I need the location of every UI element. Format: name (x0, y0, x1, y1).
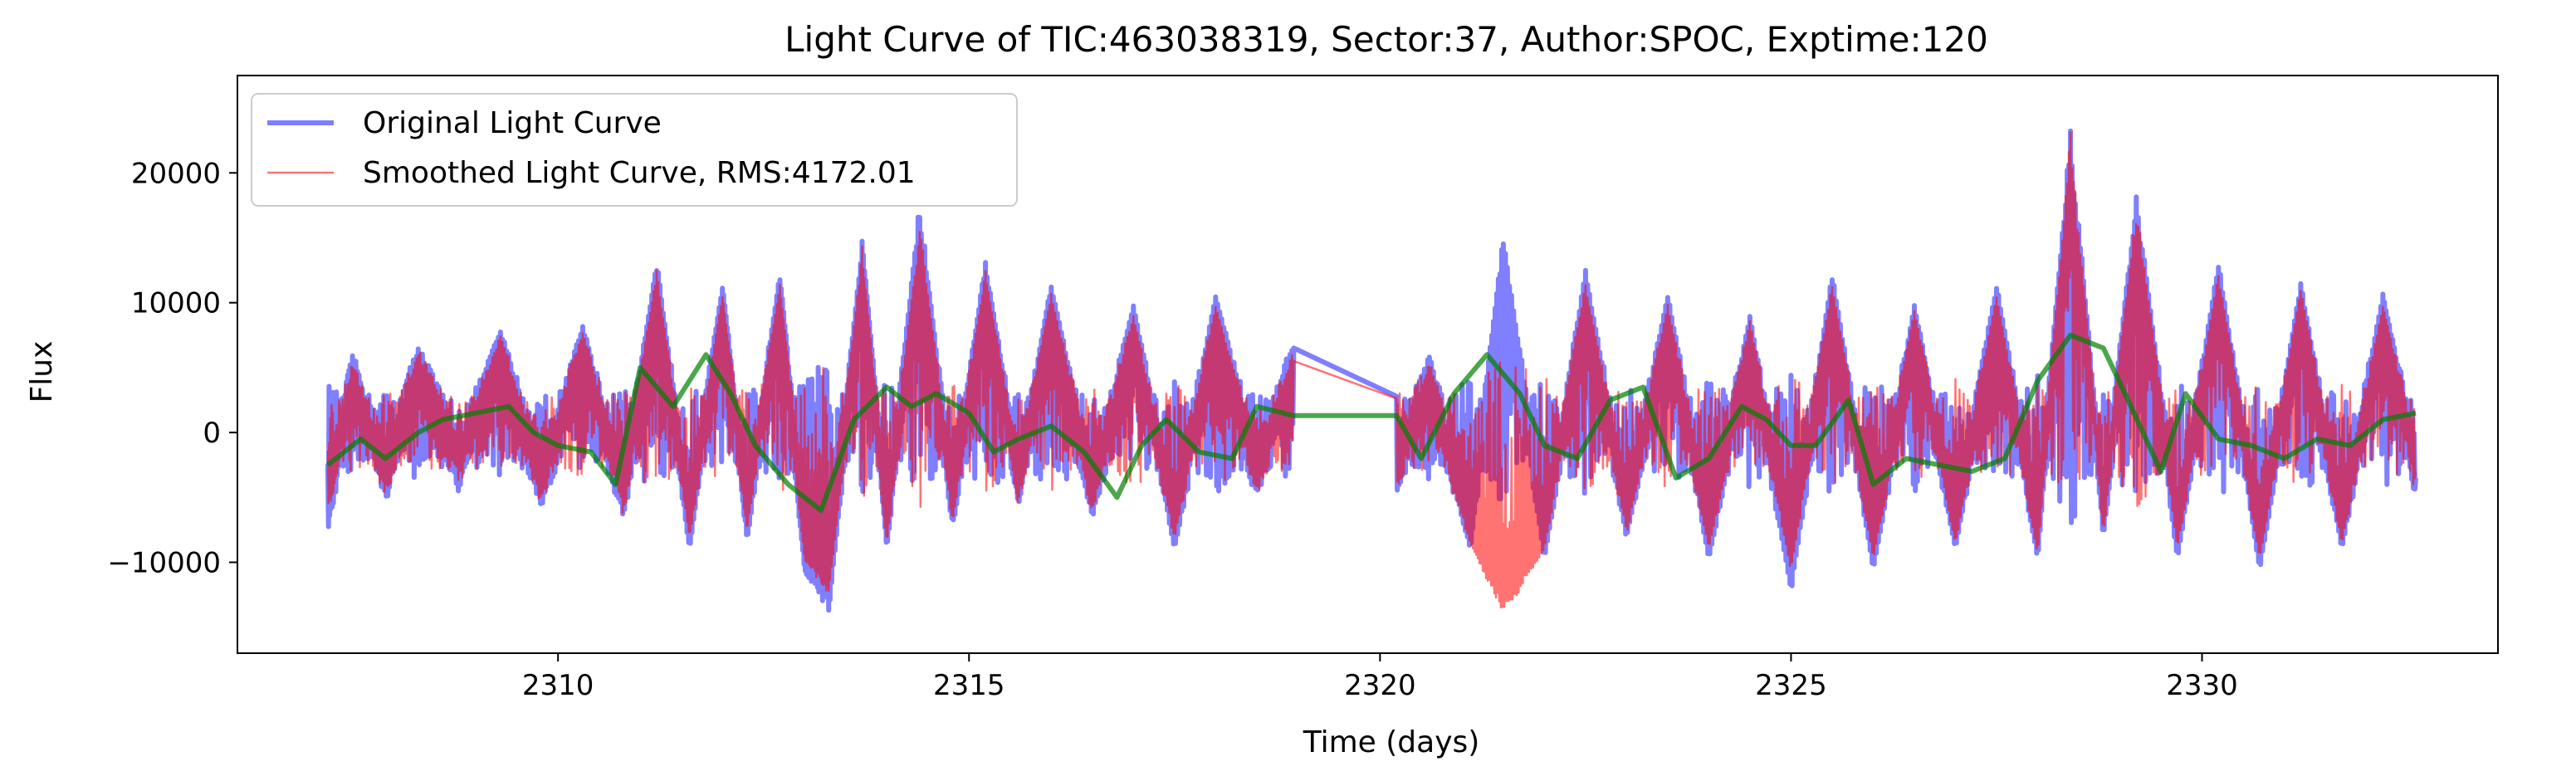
x-axis-label: Time (days) (1303, 725, 1480, 759)
x-axis-ticks: 2310 2315 2320 2325 2330 (522, 653, 2238, 702)
legend-label-smoothed: Smoothed Light Curve, RMS:4172.01 (363, 156, 916, 190)
series-line-1 (326, 131, 2417, 609)
plot-frame (237, 75, 2499, 654)
plot-area (237, 75, 2499, 654)
y-tick-label: 10000 (131, 287, 221, 320)
y-tick-label: 0 (203, 417, 221, 450)
y-axis-label: Flux (25, 341, 59, 403)
x-tick-label: 2315 (933, 669, 1005, 702)
x-tick-label: 2320 (1344, 669, 1416, 702)
chart-title: Light Curve of TIC:463038319, Sector:37,… (785, 19, 1988, 60)
legend-label-original: Original Light Curve (363, 106, 662, 140)
series-line-2 (326, 332, 2417, 513)
legend-box (251, 93, 1018, 207)
x-tick-label: 2310 (522, 669, 594, 702)
legend: Original Light Curve Smoothed Light Curv… (251, 93, 1018, 207)
y-axis-ticks: −10000 0 10000 20000 (107, 157, 237, 580)
x-tick-label: 2330 (2166, 669, 2238, 702)
y-tick-label: −10000 (107, 547, 221, 580)
x-tick-label: 2325 (1755, 669, 1827, 702)
y-tick-label: 20000 (131, 157, 221, 190)
series-layer (325, 128, 2418, 613)
